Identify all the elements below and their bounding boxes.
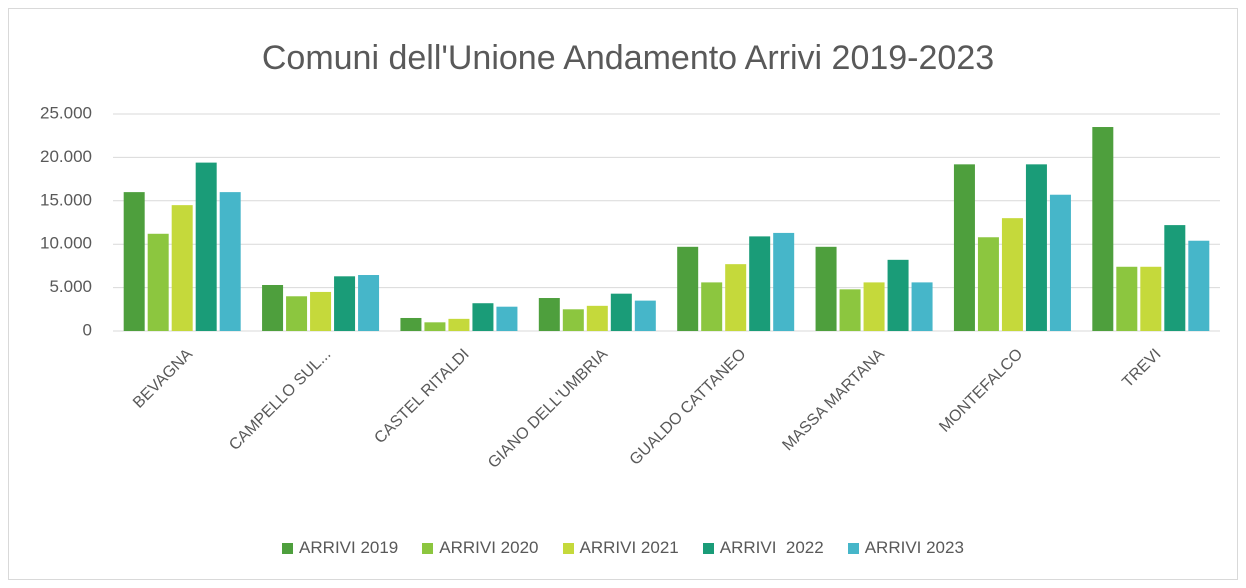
bar xyxy=(911,282,933,331)
legend-item: ARRIVI 2019 xyxy=(282,538,398,558)
y-tick-label: 10.000 xyxy=(40,234,92,253)
legend-swatch xyxy=(282,542,294,554)
bar xyxy=(448,318,470,331)
bar xyxy=(677,246,699,331)
legend-label: ARRIVI 2019 xyxy=(299,538,399,557)
bar xyxy=(1188,240,1210,331)
bar xyxy=(562,309,584,331)
bar xyxy=(400,317,422,331)
y-tick-label: 15.000 xyxy=(40,190,92,209)
bar xyxy=(358,275,380,331)
bar xyxy=(195,162,217,331)
legend-label: ARRIVI 2023 xyxy=(864,538,964,557)
bar xyxy=(219,192,241,331)
bar xyxy=(262,284,284,331)
bar xyxy=(1049,194,1071,331)
legend-label: ARRIVI 2021 xyxy=(579,538,679,557)
bar xyxy=(1164,225,1186,331)
legend-item: ARRIVI 2021 xyxy=(562,538,679,558)
bar xyxy=(977,237,999,331)
chart-title: Comuni dell'Unione Andamento Arrivi 2019… xyxy=(262,39,994,77)
bar xyxy=(123,192,145,331)
bar xyxy=(1001,218,1023,331)
bar xyxy=(1025,164,1047,331)
bar xyxy=(1092,127,1114,332)
bar xyxy=(815,246,837,331)
legend: ARRIVI 2019 ARRIVI 2020 ARRIVI 2021 ARRIVI … xyxy=(0,538,1246,558)
bar xyxy=(749,236,771,331)
legend-item: ARRIVI 2020 xyxy=(422,538,539,558)
bar xyxy=(424,322,446,331)
legend-item: ARRIVI 2023 xyxy=(847,538,964,558)
bar xyxy=(634,300,656,331)
bar xyxy=(472,303,494,331)
bar xyxy=(147,233,169,331)
legend-swatch xyxy=(422,542,434,554)
bar xyxy=(773,232,795,331)
legend-label: ARRIVI 2020 xyxy=(439,538,539,557)
bar xyxy=(701,282,723,331)
bar xyxy=(839,289,861,331)
bar xyxy=(310,291,332,331)
bar xyxy=(586,305,608,331)
bar xyxy=(953,164,975,331)
bar xyxy=(863,282,885,331)
bar xyxy=(725,264,747,331)
bar xyxy=(1116,266,1138,331)
bar xyxy=(334,276,356,331)
legend-swatch xyxy=(562,542,574,554)
legend-item: ARRIVI 2022 xyxy=(702,538,824,558)
bar xyxy=(1140,266,1162,331)
legend-label: ARRIVI 2022 xyxy=(719,538,824,557)
y-tick-label: 20.000 xyxy=(40,147,92,166)
legend-swatch xyxy=(702,542,714,554)
legend-swatch xyxy=(847,542,859,554)
bar xyxy=(538,298,560,331)
bar xyxy=(610,293,632,331)
y-tick-label: 5.000 xyxy=(49,277,92,296)
bar xyxy=(887,259,909,331)
y-tick-label: 25.000 xyxy=(40,103,92,122)
y-tick-label: 0 xyxy=(83,320,92,339)
bar xyxy=(286,296,308,331)
bar xyxy=(496,306,518,331)
bar xyxy=(171,205,193,331)
